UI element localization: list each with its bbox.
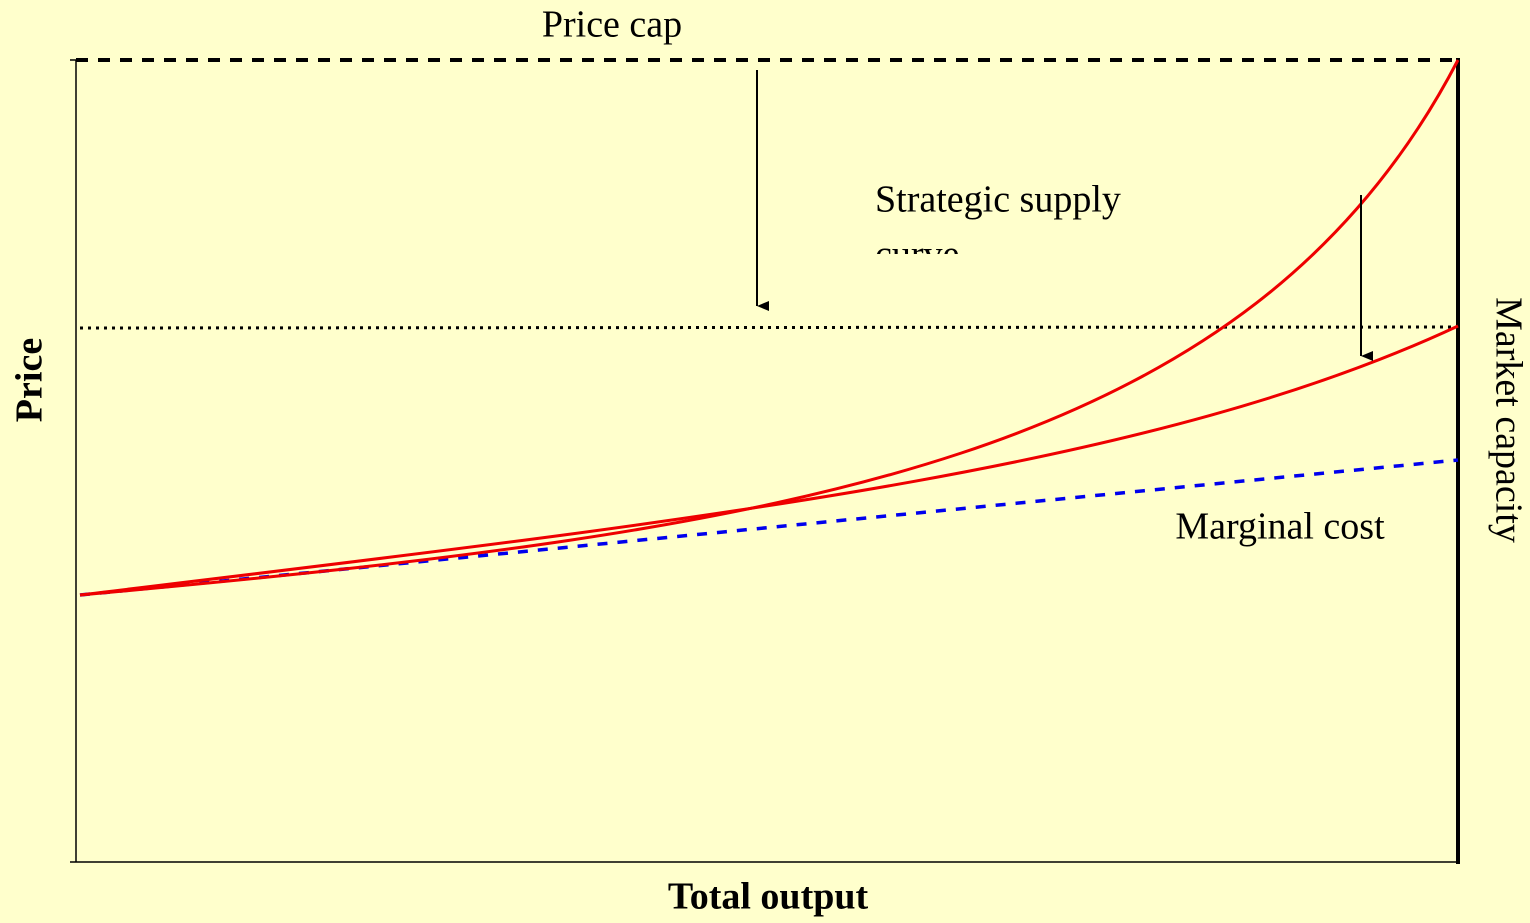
supply-curve-capped — [79, 324, 1459, 597]
x-axis-label: Total output — [668, 876, 869, 918]
supply-curve — [79, 59, 1460, 597]
label-line: curve — [875, 234, 959, 276]
label-line: Strategic supply — [875, 179, 1121, 221]
market-capacity-label: Market capacity — [1487, 297, 1529, 543]
price-cap-label: Price cap — [542, 4, 682, 46]
marginal-cost-label: Marginal cost — [1175, 506, 1385, 548]
y-axis-label: Price — [9, 338, 51, 422]
lowered-cap-line — [79, 325, 1459, 330]
strategic-supply-label: Strategic supply curve — [875, 179, 1121, 276]
